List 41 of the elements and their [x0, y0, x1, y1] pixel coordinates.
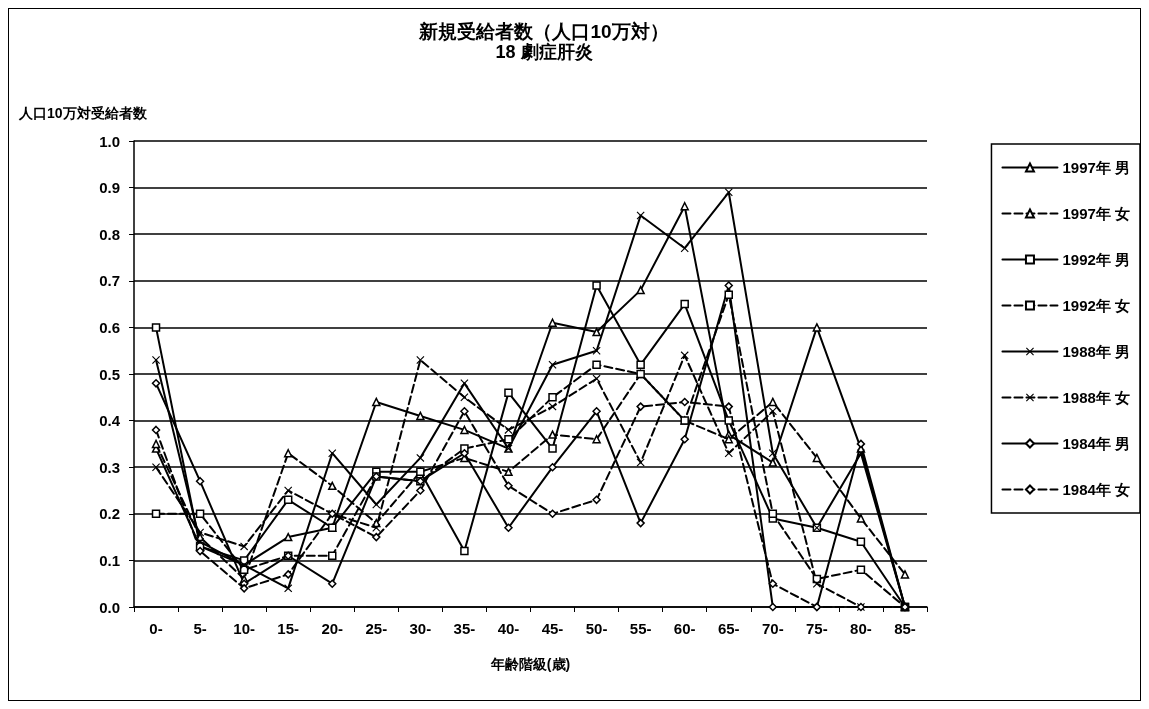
y-tick-label: 0.5 [99, 365, 120, 383]
y-tick-label: 0.0 [99, 598, 120, 616]
x-tick-label: 25- [365, 620, 388, 637]
y-tick-label: 0.1 [99, 551, 120, 569]
legend-label: 1992年 女 [1062, 297, 1131, 314]
legend-label: 1984年 女 [1062, 481, 1131, 498]
y-tick-label: 0.7 [99, 272, 120, 290]
x-tick-label: 15- [277, 620, 300, 637]
x-tick-label: 10- [233, 620, 255, 637]
x-tick-label: 75- [806, 620, 828, 637]
y-tick-label: 0.4 [99, 412, 121, 430]
legend-label: 1988年 女 [1062, 389, 1131, 406]
y-tick-label: 0.2 [99, 505, 120, 523]
legend-label: 1988年 男 [1062, 343, 1131, 360]
chart-title: 新規受給者数（人口10万対） [418, 21, 669, 42]
x-tick-label: 55- [629, 620, 652, 637]
y-tick-label: 0.3 [99, 458, 120, 476]
legend-label: 1997年 女 [1062, 205, 1131, 222]
y-tick-label: 1.0 [99, 132, 120, 150]
legend-label: 1992年 男 [1062, 251, 1131, 268]
x-tick-label: 20- [321, 620, 344, 637]
x-tick-label: 65- [717, 620, 740, 637]
legend-label: 1997年 男 [1062, 159, 1131, 176]
y-axis-title: 人口10万対受給者数 [18, 105, 148, 121]
x-axis-title: 年齢階級(歳) [489, 656, 571, 672]
x-tick-label: 50- [585, 620, 608, 637]
y-tick-label: 0.8 [99, 225, 120, 243]
x-tick-label: 30- [409, 620, 432, 637]
legend-label: 1984年 男 [1062, 435, 1131, 452]
x-tick-label: 45- [541, 620, 564, 637]
y-tick-label: 0.6 [99, 318, 120, 336]
x-tick-label: 5- [193, 620, 207, 637]
x-tick-label: 60- [673, 620, 696, 637]
x-tick-label: 0- [149, 620, 163, 637]
x-tick-label: 85- [894, 620, 916, 637]
y-tick-label: 0.9 [99, 179, 120, 197]
chart-subtitle: 18 劇症肝炎 [495, 42, 593, 62]
x-tick-label: 80- [850, 620, 872, 637]
x-tick-label: 35- [453, 620, 476, 637]
x-tick-label: 70- [761, 620, 784, 637]
x-tick-label: 40- [497, 620, 520, 637]
